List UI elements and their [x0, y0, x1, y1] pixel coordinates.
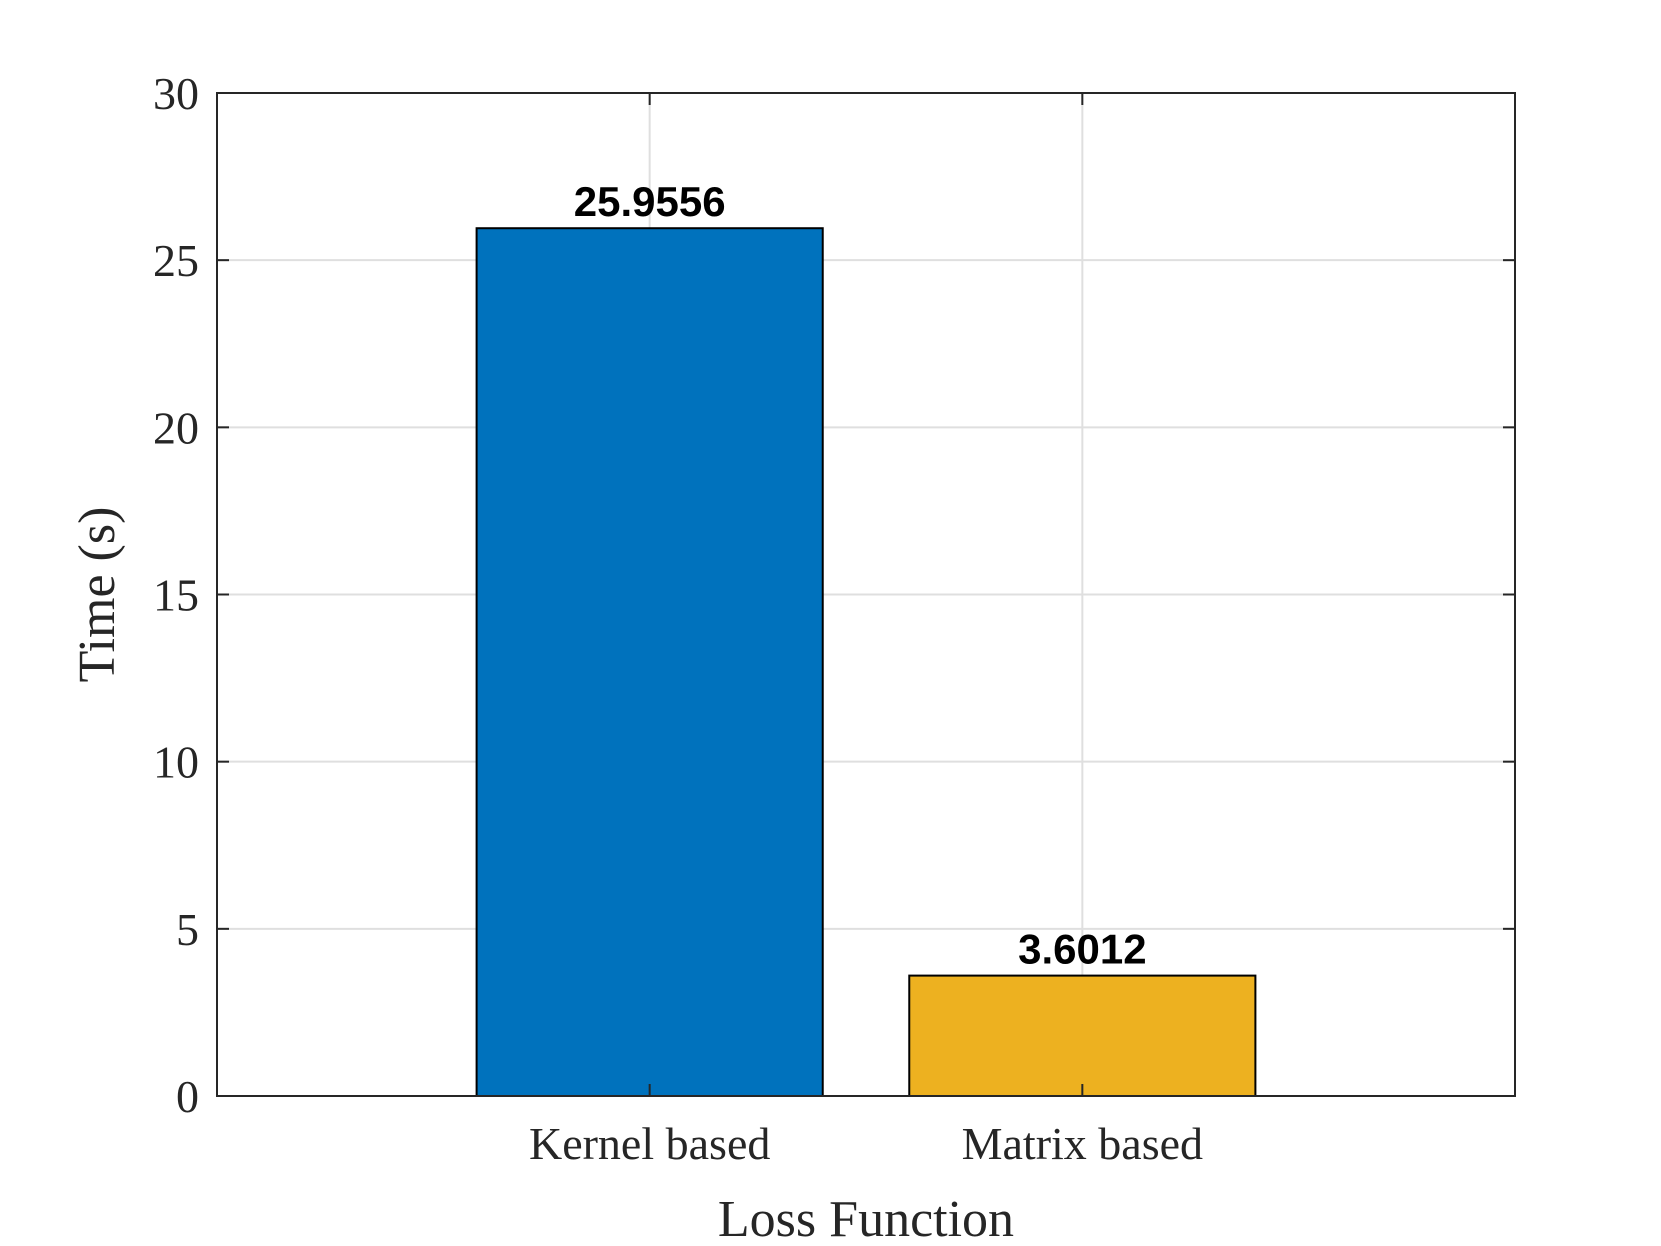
bar-value-label: 25.9556: [574, 178, 726, 225]
data-labels: 25.9556 3.6012: [574, 178, 1147, 972]
y-tick-label: 5: [176, 904, 199, 955]
bar-matrix-based: [908, 974, 1257, 1097]
x-axis-label: Loss Function: [718, 1191, 1014, 1246]
x-tick-labels: Kernel based Matrix based: [529, 1118, 1203, 1169]
axis-ticks: [217, 92, 1515, 1097]
y-tick-label: 15: [153, 570, 199, 621]
y-tick-label: 10: [153, 737, 199, 788]
y-tick-labels: 0 5 10 15 20 25 30: [153, 68, 199, 1122]
y-axis-label: Time (s): [69, 507, 126, 683]
y-tick-label: 25: [153, 235, 199, 286]
y-tick-label: 20: [153, 402, 199, 453]
y-tick-label: 0: [176, 1071, 199, 1122]
bar-value-label: 3.6012: [1018, 926, 1146, 973]
x-tick-label: Kernel based: [529, 1118, 770, 1169]
x-tick-label: Matrix based: [962, 1118, 1203, 1169]
grid-lines: [217, 93, 1515, 1096]
y-tick-label: 30: [153, 68, 199, 119]
bar-kernel-based: [475, 227, 824, 1097]
